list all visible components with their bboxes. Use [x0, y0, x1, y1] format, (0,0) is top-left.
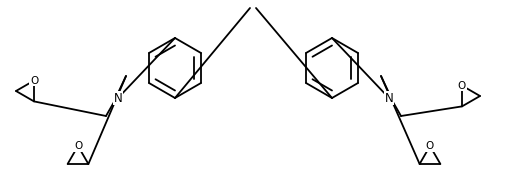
Text: O: O [30, 76, 38, 86]
Text: O: O [458, 81, 466, 91]
Text: N: N [114, 92, 122, 105]
Text: O: O [74, 141, 82, 151]
Text: O: O [426, 141, 434, 151]
Text: N: N [385, 92, 393, 105]
